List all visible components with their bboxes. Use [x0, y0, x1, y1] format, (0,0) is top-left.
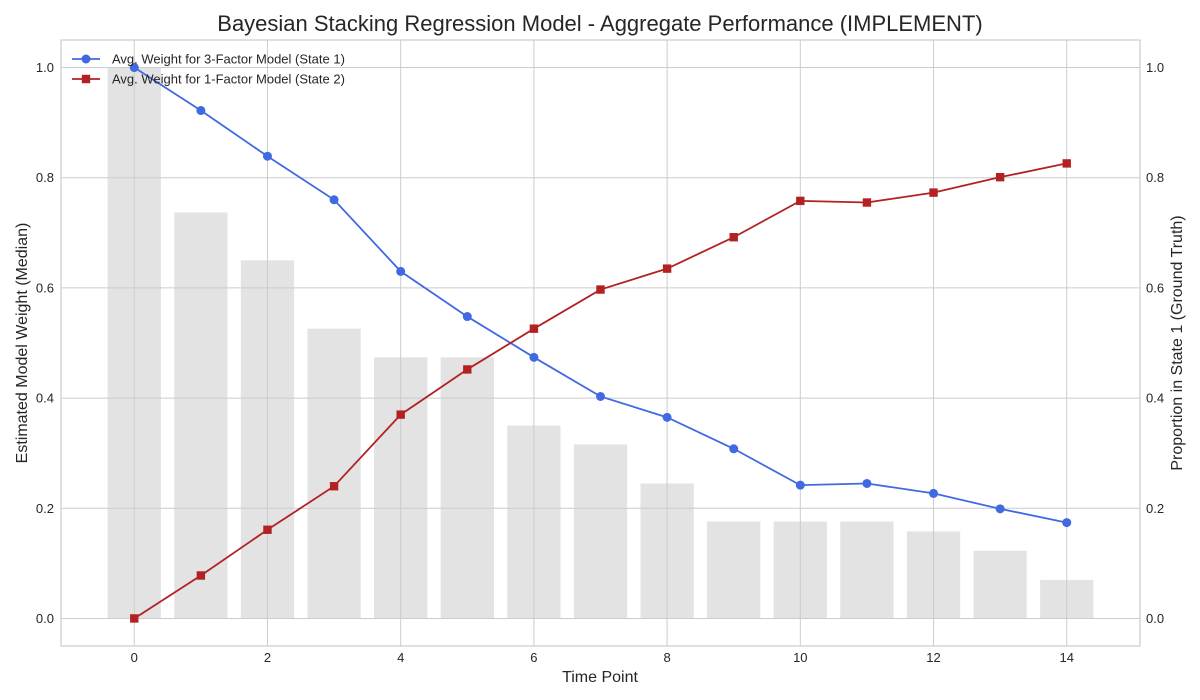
data-point: [396, 410, 405, 419]
data-point: [262, 151, 272, 161]
y-tick-label: 0.6: [36, 280, 54, 295]
bar: [174, 212, 228, 619]
data-point: [196, 106, 206, 116]
bar: [973, 550, 1027, 619]
data-point: [196, 571, 206, 580]
bar: [307, 328, 361, 619]
data-point: [596, 285, 605, 294]
data-point: [929, 488, 939, 498]
bar: [707, 521, 761, 619]
data-point: [130, 614, 139, 623]
data-point: [129, 63, 139, 73]
data-point: [662, 412, 672, 422]
y2-axis-ticks: 0.0 0.2 0.4 0.6 0.8 1.0: [1146, 60, 1164, 626]
x-tick-label: 14: [1060, 650, 1074, 665]
data-point: [463, 365, 472, 374]
data-point: [529, 352, 539, 362]
data-point: [862, 478, 872, 488]
data-point: [729, 233, 738, 242]
legend: Avg. Weight for 3-Factor Model (State 1)…: [72, 52, 345, 87]
data-point: [995, 172, 1005, 182]
y2-tick-label: 0.6: [1146, 280, 1164, 295]
bar: [573, 444, 628, 619]
plot-frame: [60, 39, 1141, 647]
x-tick-label: 12: [926, 650, 940, 665]
legend-marker: [81, 54, 91, 64]
x-axis-ticks: 0 2 4 6 8 10 12 14: [131, 650, 1074, 665]
bar: [840, 521, 894, 619]
data-point: [862, 198, 872, 207]
y2-axis-title: Proportion in State 1 (Ground Truth): [1169, 215, 1186, 470]
series-layer: [129, 63, 1072, 623]
y-tick-label: 0.2: [36, 501, 54, 516]
y-tick-label: 0.8: [36, 170, 54, 185]
y2-tick-label: 0.0: [1146, 611, 1164, 626]
data-point: [462, 312, 472, 322]
y-tick-label: 0.4: [36, 391, 54, 406]
data-point: [329, 482, 339, 491]
y2-tick-label: 0.2: [1146, 501, 1164, 516]
data-point: [329, 195, 339, 205]
x-tick-label: 6: [530, 650, 537, 665]
bar: [440, 357, 494, 619]
data-point: [596, 391, 605, 401]
x-axis-title: Time Point: [562, 669, 638, 686]
data-point: [263, 525, 272, 534]
y2-tick-label: 1.0: [1146, 60, 1164, 75]
y-axis-title: Estimated Model Weight (Median): [14, 223, 31, 464]
y2-tick-label: 0.8: [1146, 170, 1164, 185]
grid-layer: [61, 40, 1140, 646]
x-tick-label: 2: [264, 650, 271, 665]
data-point: [796, 196, 805, 206]
data-point: [729, 444, 739, 454]
y2-tick-label: 0.4: [1146, 391, 1164, 406]
x-tick-label: 10: [793, 650, 807, 665]
y-tick-label: 0.0: [36, 611, 54, 626]
data-point: [995, 504, 1005, 514]
legend-label: Avg. Weight for 1-Factor Model (State 2): [112, 72, 345, 87]
legend-marker: [81, 74, 91, 84]
y-axis-ticks: 0.0 0.2 0.4 0.6 0.8 1.0: [36, 60, 54, 626]
data-point: [929, 188, 938, 197]
data-point: [1062, 518, 1072, 528]
data-point: [795, 480, 805, 490]
x-tick-label: 0: [131, 650, 138, 665]
bars-layer: [107, 67, 1094, 619]
data-point: [1062, 159, 1071, 168]
data-point: [529, 324, 539, 333]
data-point: [662, 264, 672, 273]
data-point: [396, 266, 406, 276]
y-tick-label: 1.0: [36, 60, 54, 75]
legend-label: Avg. Weight for 3-Factor Model (State 1): [112, 52, 345, 67]
chart-title: Bayesian Stacking Regression Model - Agg…: [217, 11, 982, 36]
x-tick-label: 8: [663, 650, 670, 665]
x-tick-label: 4: [397, 650, 404, 665]
